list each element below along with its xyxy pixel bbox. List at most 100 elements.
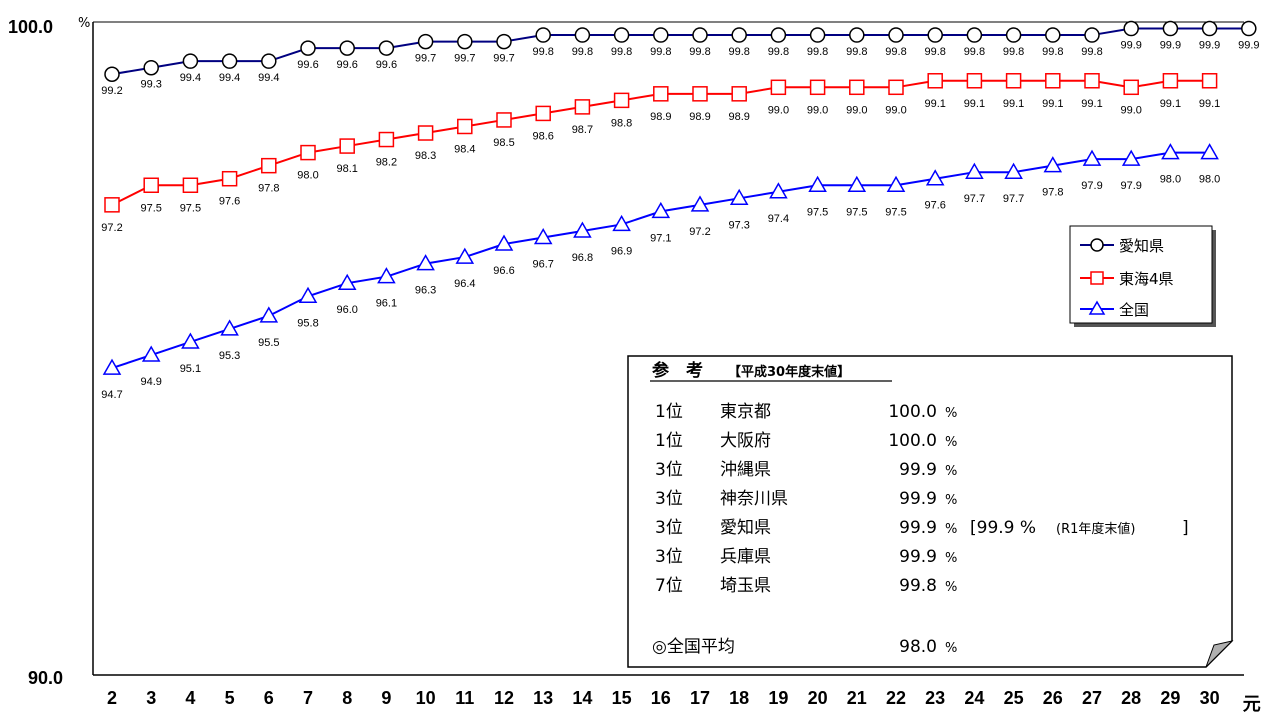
data-label: 98.4 xyxy=(454,143,475,155)
data-point xyxy=(182,177,199,193)
ref-name: 埼玉県 xyxy=(720,576,771,596)
data-point xyxy=(102,358,122,375)
data-label: 99.1 xyxy=(1042,98,1063,110)
x-tick-label: 12 xyxy=(494,688,514,708)
data-label: 99.7 xyxy=(415,53,436,65)
data-label: 99.0 xyxy=(885,104,906,116)
data-label: 96.0 xyxy=(336,304,357,316)
data-label: 94.9 xyxy=(140,376,161,388)
data-label: 95.3 xyxy=(219,350,240,362)
data-point xyxy=(612,214,631,232)
x-tick-label: 23 xyxy=(925,688,945,708)
data-label: 98.9 xyxy=(689,111,710,123)
data-point xyxy=(731,27,747,43)
legend-square-marker xyxy=(1090,271,1104,285)
y-axis-unit: % xyxy=(78,16,90,31)
data-point xyxy=(849,27,865,43)
x-tick-label: 元 xyxy=(1243,694,1261,713)
x-tick-label: 6 xyxy=(264,688,274,708)
data-point xyxy=(221,170,238,187)
data-point xyxy=(339,138,355,154)
data-point xyxy=(378,131,395,148)
reference-row: 3位 沖縄県 99.9 % xyxy=(655,460,957,480)
data-point xyxy=(494,234,514,251)
data-label: 99.4 xyxy=(219,72,240,84)
ref-average-label: ◎全国平均 xyxy=(652,637,735,657)
data-label: 99.8 xyxy=(924,46,945,58)
legend-item-aichi: 愛知県 xyxy=(1080,237,1164,255)
data-point xyxy=(143,177,159,193)
data-label: 97.8 xyxy=(1042,187,1063,199)
data-label: 99.9 xyxy=(1199,40,1220,52)
x-tick-label: 18 xyxy=(729,688,749,708)
ref-unit: % xyxy=(945,464,957,479)
data-point xyxy=(1045,73,1061,89)
ref-name: 神奈川県 xyxy=(720,489,788,509)
data-label: 99.7 xyxy=(493,53,514,65)
data-point xyxy=(535,27,551,43)
data-label: 99.0 xyxy=(1120,104,1141,116)
data-label: 97.9 xyxy=(1081,180,1102,192)
data-point xyxy=(104,197,120,213)
data-label: 98.1 xyxy=(336,163,357,175)
x-tick-label: 11 xyxy=(455,688,474,708)
data-label: 99.1 xyxy=(924,98,945,110)
reference-row: 3位 愛知県 99.9 % [99.9 % (R1年度末値) ] xyxy=(655,518,1189,538)
data-label: 99.6 xyxy=(297,59,318,71)
data-label: 99.8 xyxy=(689,46,710,58)
data-point xyxy=(1201,73,1218,89)
data-point xyxy=(692,27,708,43)
data-point xyxy=(496,112,512,128)
ref-rank: 1位 xyxy=(655,431,683,451)
data-label: 99.8 xyxy=(728,46,749,58)
data-label: 98.6 xyxy=(532,130,553,142)
reference-row: 3位 兵庫県 99.9 % xyxy=(655,547,957,567)
data-label: 95.1 xyxy=(180,363,201,375)
data-label: 99.1 xyxy=(1003,98,1024,110)
x-tick-label: 30 xyxy=(1200,688,1220,708)
ref-unit: % xyxy=(945,551,957,566)
data-point xyxy=(692,86,708,102)
ref-name: 兵庫県 xyxy=(720,547,771,567)
ref-note-small: (R1年度末値) xyxy=(1056,521,1135,537)
data-point xyxy=(809,79,826,96)
data-label: 98.2 xyxy=(376,157,397,169)
data-point xyxy=(220,319,239,336)
x-tick-label: 14 xyxy=(572,688,592,708)
x-tick-label: 16 xyxy=(651,688,671,708)
data-point xyxy=(416,254,435,271)
data-label: 99.8 xyxy=(1003,46,1024,58)
x-tick-label: 27 xyxy=(1082,688,1102,708)
data-label: 97.5 xyxy=(180,202,201,214)
data-point xyxy=(377,267,396,284)
data-label: 96.1 xyxy=(376,298,397,310)
data-label: 97.1 xyxy=(650,232,671,244)
data-label: 98.0 xyxy=(1160,174,1181,186)
data-point xyxy=(927,27,943,43)
ref-unit: % xyxy=(945,580,957,595)
ref-rank: 3位 xyxy=(655,518,683,538)
data-point xyxy=(143,59,159,76)
data-point xyxy=(496,33,512,50)
data-point xyxy=(378,40,395,56)
ref-value: 100.0 xyxy=(888,402,937,422)
ref-unit: % xyxy=(945,406,957,421)
legend-item-national: 全国 xyxy=(1080,300,1149,319)
x-tick-label: 25 xyxy=(1004,688,1024,708)
data-label: 99.8 xyxy=(1081,46,1102,58)
legend-label-national: 全国 xyxy=(1119,301,1149,319)
x-tick-label: 9 xyxy=(381,688,391,708)
data-point xyxy=(259,306,279,323)
data-label: 99.9 xyxy=(1160,40,1181,52)
data-label: 98.3 xyxy=(415,150,436,162)
data-label: 97.7 xyxy=(1003,193,1024,205)
data-point xyxy=(573,221,592,238)
data-point xyxy=(966,73,983,89)
reference-title: 参 考 xyxy=(652,360,703,381)
data-point xyxy=(808,175,827,192)
reference-row: 3位 神奈川県 99.9 % xyxy=(655,489,957,509)
data-point xyxy=(965,162,984,179)
series-line xyxy=(111,27,1249,76)
data-label: 99.9 xyxy=(1120,40,1141,52)
legend-triangle-marker xyxy=(1088,300,1106,315)
